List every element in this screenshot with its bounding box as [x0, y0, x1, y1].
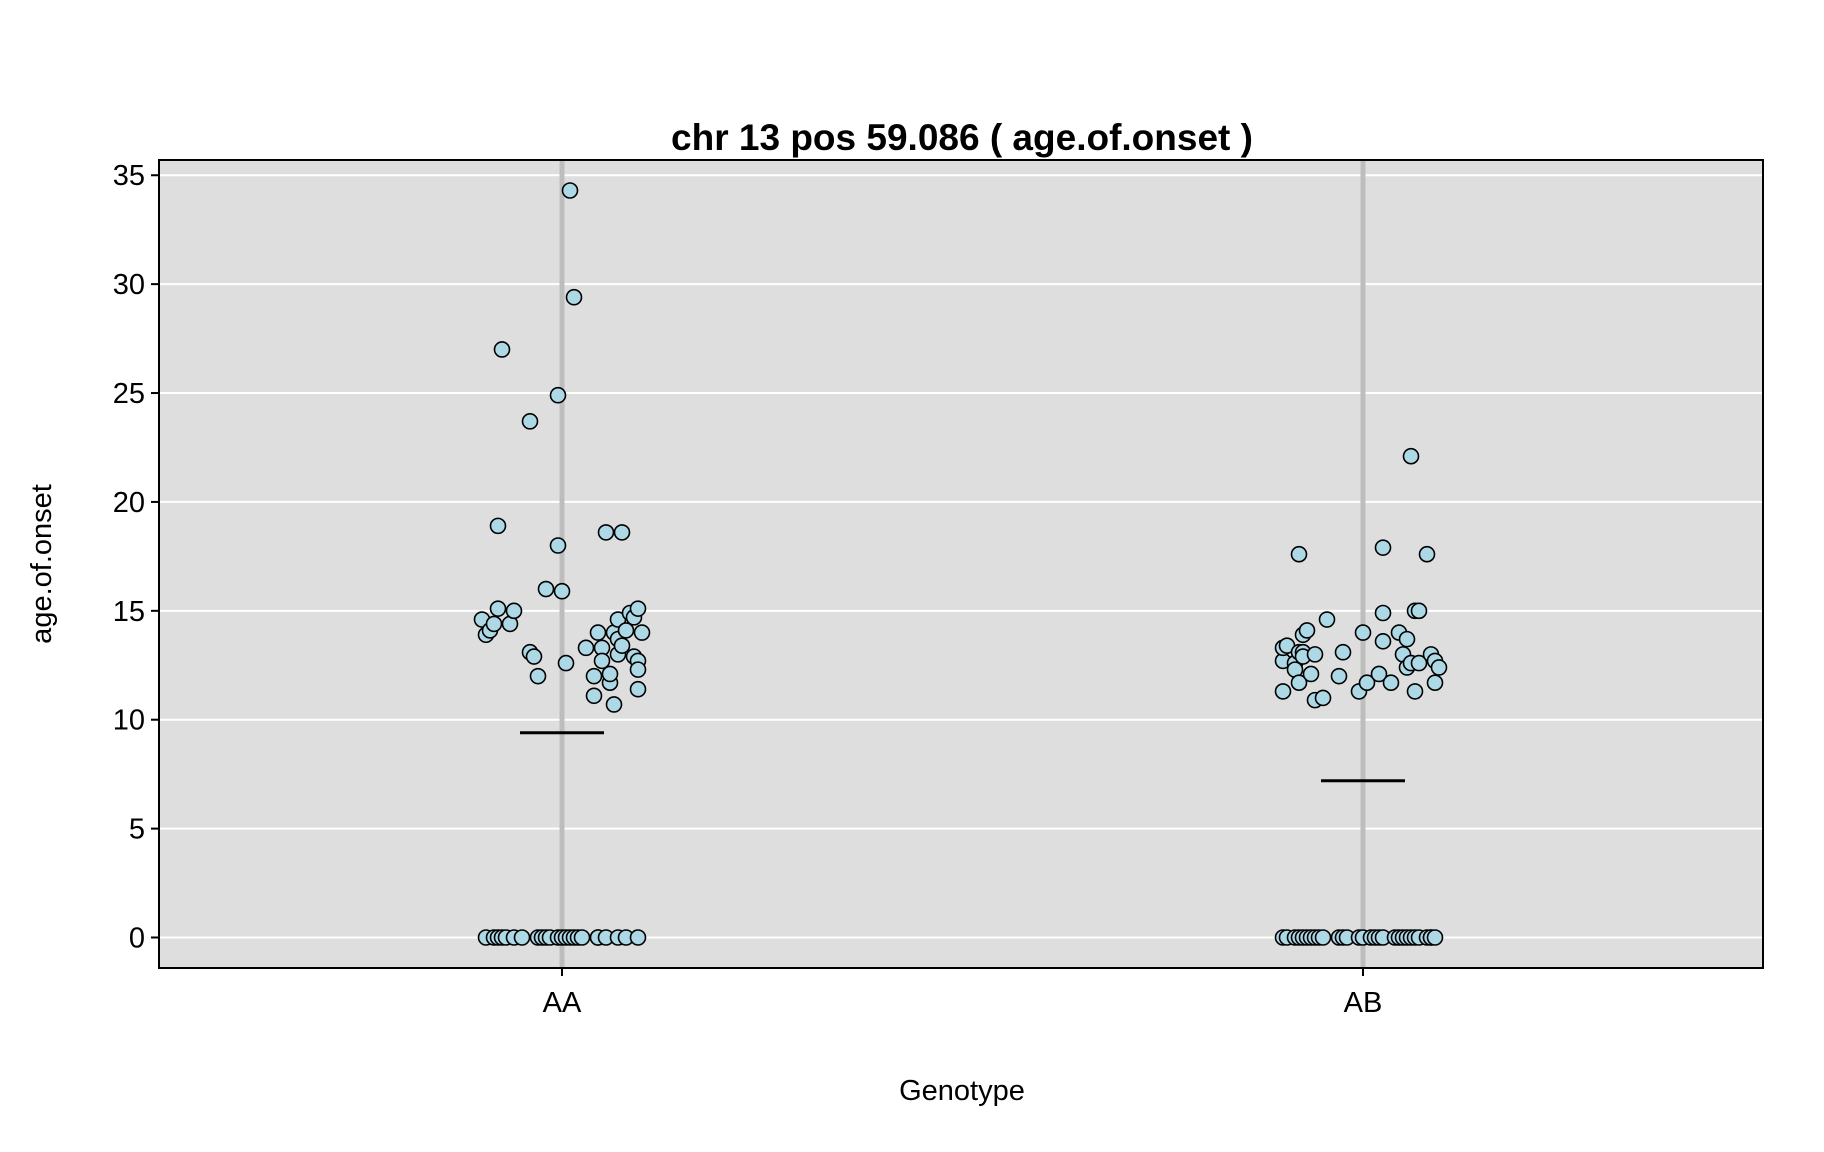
data-point-AB-26	[1374, 539, 1392, 556]
data-point-AA-29	[605, 696, 623, 713]
data-point-AB-36	[1410, 602, 1428, 620]
data-point-AB-12	[1298, 622, 1316, 639]
data-point-AA-6	[493, 341, 511, 358]
data-point-AB-31	[1398, 630, 1416, 648]
x-tick-label-AA: AA	[543, 987, 582, 1019]
data-point-AA-23	[589, 624, 607, 641]
data-point-AB-33	[1402, 447, 1420, 465]
data-point-AA-28	[601, 665, 619, 683]
data-point-AA-17	[557, 654, 575, 672]
grid-lines	[159, 174, 1763, 939]
data-point-AA-22	[585, 667, 603, 685]
data-point-AB-8	[1290, 674, 1308, 691]
data-point-AA-5	[489, 517, 507, 535]
data-point-AA-34	[613, 637, 631, 654]
y-tick-label-15: 15	[113, 596, 145, 628]
data-point-AB-7	[1290, 545, 1308, 563]
data-point-AA-35	[613, 524, 631, 541]
plot-panel	[159, 160, 1763, 968]
data-point-AA-15	[549, 537, 567, 554]
data-point-AA-20	[577, 639, 595, 657]
data-point-AA-43	[629, 661, 647, 678]
data-point-AB-37	[1410, 654, 1428, 672]
data-point-AA-21	[585, 687, 603, 705]
y-tick-label-0: 0	[129, 923, 145, 955]
data-point-AB-42	[1430, 659, 1448, 676]
data-point-AB-25	[1374, 604, 1392, 622]
data-point-AB-34	[1406, 683, 1424, 700]
data-point-AB-27	[1382, 674, 1400, 691]
data-point-AA-3	[485, 615, 503, 633]
data-point-AA-26	[597, 524, 615, 541]
data-point-AB-72	[1426, 929, 1444, 946]
data-point-AA-44	[633, 624, 651, 641]
data-point-AA-62	[573, 929, 591, 946]
y-tick-label-5: 5	[129, 814, 145, 846]
data-point-AA-9	[521, 413, 539, 430]
data-point-AA-25	[593, 652, 611, 670]
data-point-AA-18	[565, 288, 583, 306]
data-point-AA-40	[629, 600, 647, 617]
data-point-AA-13	[537, 580, 555, 598]
data-point-AB-21	[1354, 624, 1372, 641]
y-axis-ticks: 0 5 10 15 20 25 30 35	[113, 160, 159, 955]
data-point-AA-11	[525, 648, 543, 665]
data-point-AA-68	[629, 929, 647, 946]
category-lines	[559, 160, 1366, 968]
data-point-AB-14	[1306, 646, 1324, 663]
data-point-AA-16	[553, 582, 571, 600]
data-point-AA-8	[505, 602, 523, 620]
data-point-AA-36	[617, 622, 635, 639]
data-point-AB-19	[1334, 643, 1352, 661]
data-point-AB-23	[1370, 665, 1388, 683]
data-point-AA-42	[629, 680, 647, 698]
x-axis-ticks: AA AB	[543, 968, 1383, 1019]
data-point-AA-19	[561, 182, 579, 199]
data-point-AA-14	[549, 386, 567, 404]
y-tick-label-35: 35	[113, 160, 145, 192]
data-point-AB-52	[1314, 929, 1332, 946]
data-point-AB-24	[1374, 633, 1392, 650]
data-point-AB-18	[1330, 667, 1348, 685]
data-point-AA-51	[513, 929, 531, 946]
chart-title: chr 13 pos 59.086 ( age.of.onset )	[671, 117, 1253, 158]
y-tick-label-25: 25	[113, 378, 145, 410]
data-point-AB-16	[1314, 689, 1332, 707]
y-tick-label-20: 20	[113, 487, 145, 519]
data-point-AB-22	[1358, 674, 1376, 691]
data-point-AB-0	[1274, 683, 1292, 700]
data-points	[473, 182, 1448, 946]
plot-frame	[158, 159, 1764, 969]
data-point-AB-17	[1318, 611, 1336, 628]
mean-lines	[520, 731, 1405, 783]
y-tick-label-30: 30	[113, 269, 145, 301]
data-point-AB-38	[1418, 545, 1436, 563]
y-axis-label: age.of.onset	[26, 484, 58, 644]
x-axis-label: Genotype	[899, 1075, 1025, 1107]
data-point-AB-13	[1302, 665, 1320, 683]
data-point-AA-12	[529, 667, 547, 685]
data-point-AA-4	[489, 600, 507, 617]
x-tick-label-AB: AB	[1344, 987, 1383, 1019]
y-tick-label-10: 10	[113, 705, 145, 737]
data-point-AB-40	[1426, 674, 1444, 691]
